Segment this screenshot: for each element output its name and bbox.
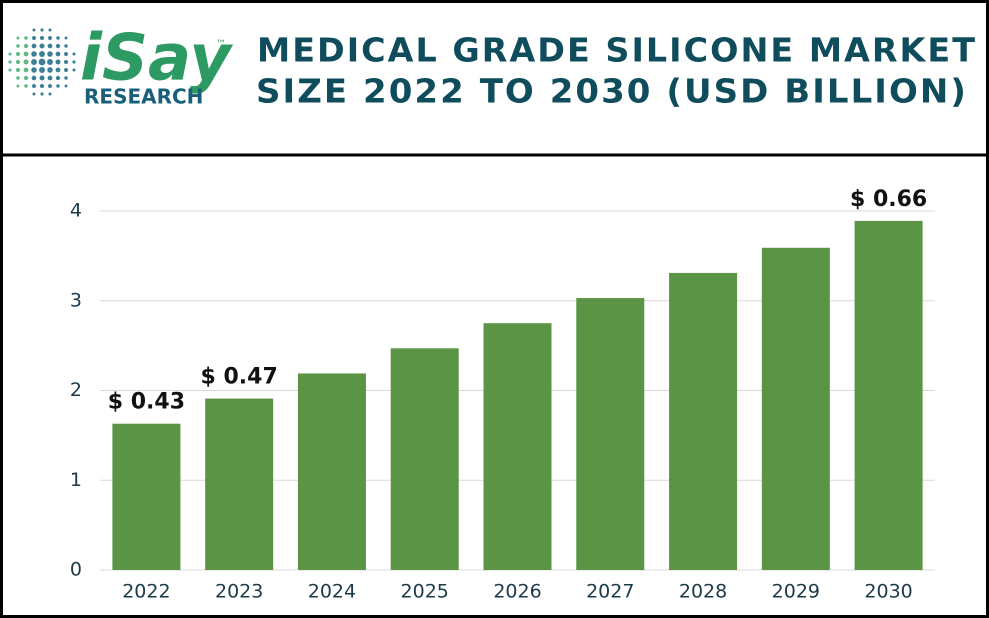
logo-dot	[39, 51, 45, 57]
logo-dot	[31, 51, 37, 57]
bar	[576, 298, 645, 570]
logo-dot	[31, 43, 37, 49]
logo-dot	[39, 75, 45, 81]
logo-dot	[23, 67, 29, 73]
logo-dot	[31, 75, 37, 81]
x-tick-label: 2027	[586, 581, 634, 603]
logo-dot	[16, 52, 20, 56]
logo-dot	[55, 43, 61, 49]
logo-dot	[23, 43, 29, 49]
annotation: $ 0.43	[108, 390, 185, 415]
bar	[854, 220, 923, 570]
logo-dot	[48, 84, 52, 88]
logo-dot	[16, 68, 20, 72]
y-tick-label: 4	[70, 200, 82, 222]
logo-dot	[55, 51, 61, 57]
logo-dot	[64, 68, 68, 72]
logo-dot	[23, 59, 29, 65]
logo-dot	[39, 35, 45, 41]
x-tick-label: 2023	[215, 581, 263, 603]
logo-dot	[24, 84, 28, 88]
logo-dot	[39, 43, 45, 49]
x-tick-label: 2022	[122, 581, 170, 603]
logo-dot	[55, 75, 61, 81]
logo-dot	[72, 60, 76, 64]
logo-dot	[39, 83, 45, 89]
chart-title: MEDICAL GRADE SILICONE MARKET	[257, 31, 977, 70]
logo-dot	[56, 84, 60, 88]
bar	[390, 348, 459, 570]
logo-dot	[24, 36, 28, 40]
x-tick-label: 2025	[401, 581, 449, 603]
bar	[669, 272, 738, 570]
y-tick-label: 3	[70, 289, 82, 311]
logo-dot	[32, 36, 36, 40]
logo-brand: iSay	[80, 22, 233, 96]
logo-dot	[15, 59, 21, 65]
logo-dot	[40, 28, 44, 32]
logo-dot	[8, 60, 12, 64]
logo-dot	[56, 36, 60, 40]
logo-dot	[40, 92, 44, 96]
logo-globe	[8, 28, 76, 96]
bar	[761, 247, 830, 571]
logo-dot	[38, 58, 46, 66]
logo-dot	[8, 52, 12, 56]
logo-dot	[72, 68, 76, 72]
logo-dot	[32, 92, 36, 96]
logo-dot	[32, 84, 36, 88]
bar	[205, 398, 274, 570]
y-tick-label: 0	[70, 559, 82, 581]
x-tick-label: 2030	[864, 581, 912, 603]
bar	[483, 323, 552, 570]
logo-dot	[47, 51, 53, 57]
logo-dot	[31, 59, 37, 65]
logo-dot	[63, 59, 69, 65]
logo-dot	[47, 75, 53, 81]
logo-dot	[23, 51, 29, 57]
logo-dot	[55, 59, 61, 65]
logo-dot	[31, 67, 37, 73]
bar	[112, 423, 181, 570]
logo-dot	[47, 59, 53, 65]
y-tick-label: 2	[70, 379, 82, 401]
logo-dot	[72, 52, 76, 56]
x-tick-label: 2026	[493, 581, 541, 603]
logo-dot	[64, 84, 68, 88]
logo-dot	[64, 36, 68, 40]
logo-dot	[48, 92, 52, 96]
logo-subtitle: RESEARCH	[84, 85, 203, 109]
logo-dot	[64, 52, 68, 56]
logo-dot	[48, 28, 52, 32]
logo-dot	[16, 76, 20, 80]
annotation: $ 0.47	[201, 365, 278, 390]
x-tick-label: 2024	[308, 581, 356, 603]
logo-dot	[23, 75, 29, 81]
logo-dot	[64, 44, 68, 48]
logo-dot	[32, 28, 36, 32]
chart-title: SIZE 2022 TO 2030 (USD BILLION)	[256, 72, 968, 111]
annotation: $ 0.66	[850, 187, 927, 212]
bar	[297, 373, 366, 570]
logo-dot	[16, 84, 20, 88]
x-tick-label: 2029	[772, 581, 820, 603]
logo-dot	[64, 76, 68, 80]
logo-trademark: ™	[216, 39, 226, 50]
logo-dot	[47, 43, 53, 49]
logo-dot	[48, 36, 52, 40]
logo-dot	[16, 44, 20, 48]
logo-dot	[47, 67, 53, 73]
logo-dot	[55, 67, 61, 73]
y-tick-label: 1	[70, 469, 82, 491]
x-tick-label: 2028	[679, 581, 727, 603]
logo-dot	[8, 68, 12, 72]
logo-dot	[39, 67, 45, 73]
logo-dot	[16, 36, 20, 40]
